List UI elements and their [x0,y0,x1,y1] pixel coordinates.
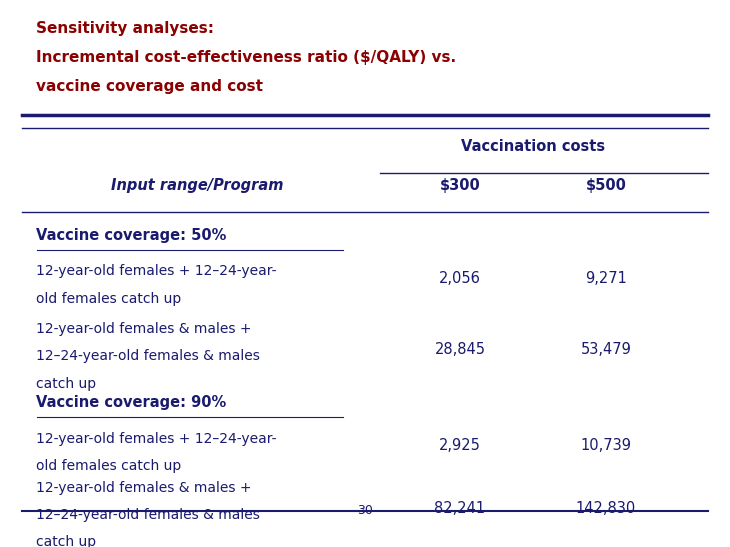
Text: catch up: catch up [36,536,96,547]
Text: 12-year-old females + 12–24-year-: 12-year-old females + 12–24-year- [36,432,277,446]
Text: $500: $500 [585,178,626,193]
Text: 30: 30 [357,504,373,517]
Text: old females catch up: old females catch up [36,292,182,306]
Text: Input range/Program: Input range/Program [111,178,283,193]
Text: Sensitivity analyses:: Sensitivity analyses: [36,21,215,36]
Text: 12–24-year-old females & males: 12–24-year-old females & males [36,350,261,363]
Text: 142,830: 142,830 [576,501,636,515]
Text: 12-year-old females & males +: 12-year-old females & males + [36,481,252,495]
Text: Incremental cost-effectiveness ratio ($/QALY) vs.: Incremental cost-effectiveness ratio ($/… [36,50,457,65]
Text: 10,739: 10,739 [580,438,631,453]
Text: vaccine coverage and cost: vaccine coverage and cost [36,79,264,94]
Text: Vaccine coverage: 90%: Vaccine coverage: 90% [36,395,227,410]
Text: $300: $300 [439,178,480,193]
Text: 12–24-year-old females & males: 12–24-year-old females & males [36,508,261,522]
Text: Vaccination costs: Vaccination costs [461,139,605,154]
Text: 28,845: 28,845 [434,342,485,357]
Text: catch up: catch up [36,376,96,391]
Text: 12-year-old females & males +: 12-year-old females & males + [36,322,252,336]
Text: old females catch up: old females catch up [36,459,182,473]
Text: 12-year-old females + 12–24-year-: 12-year-old females + 12–24-year- [36,265,277,278]
Text: Vaccine coverage: 50%: Vaccine coverage: 50% [36,228,227,243]
Text: 2,056: 2,056 [439,271,481,286]
Text: 2,925: 2,925 [439,438,481,453]
Text: 82,241: 82,241 [434,501,485,515]
Text: 53,479: 53,479 [580,342,631,357]
Text: 9,271: 9,271 [585,271,627,286]
